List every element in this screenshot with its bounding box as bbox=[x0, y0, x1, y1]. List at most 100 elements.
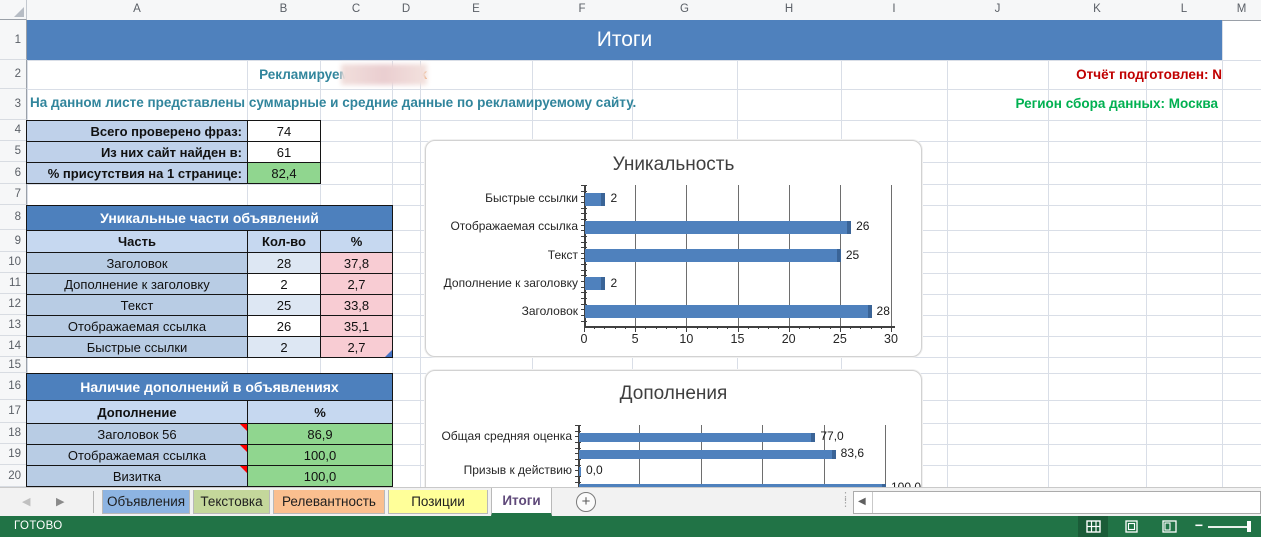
axis-tick bbox=[575, 425, 581, 426]
part-percent[interactable]: 35,1 bbox=[320, 315, 393, 337]
part-name[interactable]: Быстрые ссылки bbox=[26, 336, 248, 358]
part-percent[interactable]: 2,7 bbox=[320, 273, 393, 295]
column-header[interactable]: % bbox=[320, 230, 393, 253]
horizontal-scrollbar[interactable]: ◀ bbox=[853, 491, 1261, 514]
tab-scroll-right-icon[interactable]: ▶ bbox=[56, 496, 65, 508]
zoom-slider-handle[interactable] bbox=[1247, 521, 1251, 532]
row-header-10[interactable]: 10 bbox=[0, 252, 27, 273]
axis-tick bbox=[581, 241, 587, 243]
addition-name[interactable]: Отображаемая ссылка bbox=[26, 444, 248, 466]
addition-percent[interactable]: 100,0 bbox=[247, 444, 393, 466]
category-label: Текст bbox=[547, 247, 578, 262]
summary-value[interactable]: 61 bbox=[247, 141, 321, 163]
column-header-M[interactable]: M bbox=[1222, 0, 1261, 21]
table-row: Заголовок 28 37,8 bbox=[26, 252, 393, 274]
addition-name[interactable]: Визитка bbox=[26, 465, 248, 487]
add-sheet-button[interactable]: + bbox=[576, 492, 596, 512]
summary-value[interactable]: 74 bbox=[247, 120, 321, 142]
axis-tick bbox=[581, 207, 587, 209]
part-percent[interactable]: 33,8 bbox=[320, 294, 393, 316]
column-header[interactable]: Кол-во bbox=[247, 230, 321, 253]
tab-scrollbar-splitter[interactable]: ⋮⋮ ⋮⋮ bbox=[840, 491, 864, 509]
report-prepared-cell[interactable]: Отчёт подготовлен: N bbox=[1076, 67, 1222, 82]
axis-tick bbox=[581, 314, 587, 316]
row-header-2[interactable]: 2 bbox=[0, 60, 27, 89]
row-header-16[interactable]: 16 bbox=[0, 373, 27, 400]
row-header-20[interactable]: 20 bbox=[0, 465, 27, 487]
row-header-17[interactable]: 17 bbox=[0, 400, 27, 423]
addition-percent[interactable]: 100,0 bbox=[247, 465, 393, 487]
status-text: ГОТОВО bbox=[14, 520, 63, 532]
table-row: Всего проверено фраз: 74 bbox=[26, 120, 321, 142]
axis-tick bbox=[581, 264, 587, 266]
part-count[interactable]: 25 bbox=[247, 294, 321, 316]
axis-minor-tick bbox=[870, 326, 872, 329]
row-header-8[interactable]: 8 bbox=[0, 205, 27, 230]
gridline bbox=[392, 20, 393, 487]
axis-tick bbox=[575, 447, 581, 449]
axis-tick bbox=[581, 201, 587, 203]
status-bar: ГОТОВО − bbox=[0, 516, 1261, 537]
additions-title[interactable]: Наличие дополнений в объявлениях bbox=[26, 373, 393, 401]
report-title-cell[interactable]: Итоги bbox=[27, 20, 1222, 60]
summary-label[interactable]: Из них сайт найден в: bbox=[26, 141, 248, 163]
category-label: Общая средняя оценка bbox=[441, 429, 572, 443]
data-region-cell[interactable]: Регион сбора данных: Москва bbox=[1015, 96, 1218, 111]
part-name[interactable]: Дополнение к заголовку bbox=[26, 273, 248, 295]
axis-minor-tick bbox=[757, 326, 759, 329]
part-name[interactable]: Заголовок bbox=[26, 252, 248, 274]
row-header-15[interactable]: 15 bbox=[0, 357, 27, 373]
zoom-slider-track[interactable] bbox=[1208, 526, 1250, 528]
bar-value-label: 100,0 bbox=[891, 480, 922, 487]
normal-view-button[interactable] bbox=[1078, 516, 1108, 537]
bar-end-cap bbox=[601, 277, 606, 291]
row-header-14[interactable]: 14 bbox=[0, 336, 27, 357]
uniqueness-chart[interactable]: Уникальность 0 5 10 15 20 25 30 2 Быстрые ссылки… bbox=[425, 140, 922, 357]
sheet-description-cell[interactable]: На данном листе представлены суммарные и… bbox=[30, 95, 637, 110]
sheet-tab-5[interactable]: Итоги bbox=[491, 488, 552, 516]
axis-tick bbox=[839, 326, 841, 332]
additions-table[interactable]: Наличие дополнений в объявлениях Дополне… bbox=[26, 373, 393, 487]
additions-chart[interactable]: Дополнения 77,0 Общая средняя оценка 83,6 0… bbox=[425, 370, 922, 487]
chart-title: Дополнения bbox=[619, 383, 728, 404]
part-name[interactable]: Отображаемая ссылка bbox=[26, 315, 248, 337]
column-header[interactable]: Дополнение bbox=[26, 400, 248, 424]
part-percent[interactable]: 37,8 bbox=[320, 252, 393, 274]
x-tick-label: 5 bbox=[631, 332, 639, 346]
axis-minor-tick bbox=[594, 326, 596, 329]
sheet-tab-4[interactable]: Позиции bbox=[388, 490, 488, 514]
select-all-corner[interactable] bbox=[0, 0, 27, 20]
part-count[interactable]: 26 bbox=[247, 315, 321, 337]
page-break-view-button[interactable] bbox=[1154, 516, 1184, 537]
part-percent[interactable]: 2,7 bbox=[320, 336, 393, 358]
addition-percent[interactable]: 86,9 bbox=[247, 423, 393, 445]
summary-label[interactable]: Всего проверено фраз: bbox=[26, 120, 248, 142]
scroll-left-arrow-icon[interactable]: ◀ bbox=[858, 496, 866, 507]
part-count[interactable]: 28 bbox=[247, 252, 321, 274]
zoom-out-button[interactable]: − bbox=[1194, 517, 1204, 533]
row-header-13[interactable]: 13 bbox=[0, 315, 27, 336]
axis-minor-tick bbox=[604, 326, 606, 329]
summary-table[interactable]: Всего проверено фраз: 74 Из них сайт най… bbox=[26, 120, 321, 184]
column-header[interactable]: % bbox=[247, 400, 393, 424]
part-count[interactable]: 2 bbox=[247, 336, 321, 358]
row-header-1[interactable]: 1 bbox=[0, 20, 27, 60]
page-layout-view-button[interactable] bbox=[1116, 516, 1146, 537]
worksheet-area[interactable]: Итоги Рекламируемый сайт: ok Отчёт подго… bbox=[0, 0, 1261, 487]
row-header-7[interactable]: 7 bbox=[0, 184, 27, 205]
tab-scroll-left-icon[interactable]: ◀ bbox=[22, 496, 31, 508]
part-count[interactable]: 2 bbox=[247, 273, 321, 295]
row-header-3[interactable]: 3 bbox=[0, 89, 27, 120]
summary-label[interactable]: % присутствия на 1 странице: bbox=[26, 162, 248, 184]
unique-parts-table[interactable]: Уникальные части объявлений Часть Кол-во… bbox=[26, 205, 393, 358]
column-header[interactable]: Часть bbox=[26, 230, 248, 253]
addition-name[interactable]: Заголовок 56 bbox=[26, 423, 248, 445]
unique-parts-title[interactable]: Уникальные части объявлений bbox=[26, 205, 393, 231]
gridline bbox=[420, 20, 421, 487]
part-name[interactable]: Текст bbox=[26, 294, 248, 316]
axis-minor-tick bbox=[737, 326, 739, 329]
sheet-tab-1[interactable]: Объявления bbox=[102, 490, 190, 514]
summary-value[interactable]: 82,4 bbox=[247, 162, 321, 184]
sheet-tab-3[interactable]: Релевантность bbox=[273, 490, 385, 514]
sheet-tab-2[interactable]: Текстовка bbox=[193, 490, 270, 514]
